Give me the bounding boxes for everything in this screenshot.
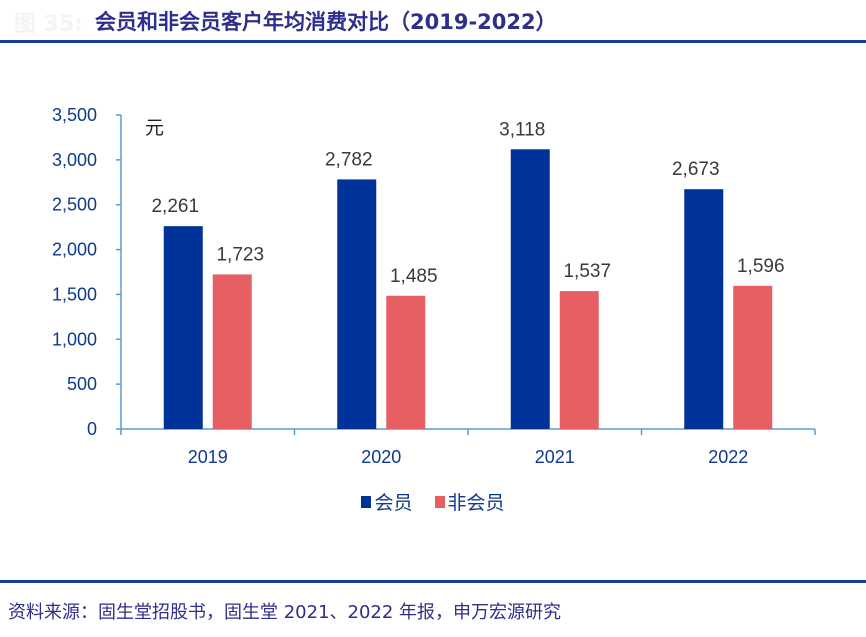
bar-non-member [733, 285, 773, 429]
y-tick-label: 3,000 [52, 150, 97, 170]
y-tick-label: 1,500 [52, 284, 97, 304]
chart-bars [163, 149, 773, 429]
title-underline [0, 40, 866, 43]
y-tick-label: 500 [67, 374, 97, 394]
legend-item-member: 会员 [361, 488, 412, 515]
data-label: 2,673 [672, 159, 720, 180]
bar-non-member [559, 291, 599, 429]
data-label: 1,537 [563, 261, 611, 282]
y-tick-label: 3,500 [52, 105, 97, 125]
bar-non-member [212, 274, 252, 429]
data-label: 1,485 [390, 266, 438, 287]
x-tick-label: 2019 [188, 447, 228, 467]
legend-label-member: 会员 [374, 492, 413, 514]
source-note: 资料来源：固生堂招股书，固生堂 2021、2022 年报，申万宏源研究 [8, 602, 562, 623]
chart-title: 会员和非会员客户年均消费对比（2019-2022） [95, 10, 557, 34]
data-label: 3,118 [499, 119, 545, 140]
y-tick-label: 1,000 [52, 329, 97, 349]
legend-swatch-non-member [434, 495, 445, 508]
data-label: 1,723 [216, 244, 264, 265]
figure-number: 图 35: [14, 12, 84, 37]
legend-item-non-member: 非会员 [434, 488, 505, 515]
y-unit-label: 元 [145, 117, 164, 139]
data-label: 2,261 [151, 196, 199, 217]
bar-member [163, 226, 203, 429]
data-label: 2,782 [325, 149, 373, 170]
y-tick-label: 0 [87, 419, 97, 439]
bar-member [337, 179, 377, 429]
chart-legend: 会员 非会员 [0, 488, 866, 515]
bar-chart: 0 500 1,000 1,500 2,000 2,500 3,000 3,500 2019 20… [52, 105, 816, 467]
x-tick-label: 2022 [708, 447, 748, 467]
bar-member [684, 189, 724, 429]
bar-non-member [386, 295, 426, 429]
y-tick-label: 2,500 [52, 195, 97, 215]
legend-label-non-member: 非会员 [447, 492, 505, 514]
footer-rule [0, 580, 866, 583]
data-label: 1,596 [737, 256, 785, 277]
x-tick-label: 2020 [361, 447, 401, 467]
bar-member [510, 149, 550, 429]
x-tick-label: 2021 [535, 447, 575, 467]
legend-swatch-member [361, 495, 372, 508]
y-tick-label: 2,000 [52, 240, 97, 260]
chart-data-labels: 2,261 1,723 2,782 1,485 3,118 1,537 2,673 1,596 [151, 119, 784, 287]
